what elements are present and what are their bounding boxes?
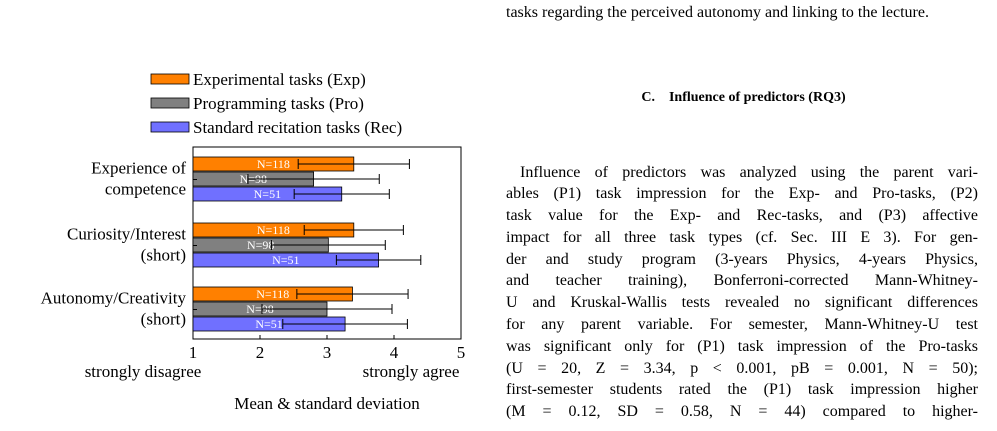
category-label: Experience of: [91, 159, 186, 178]
legend-entry: Programming tasks (Pro): [193, 94, 364, 113]
legend-entry: Standard recitation tasks (Rec): [193, 118, 402, 137]
paragraph-line: for any parent variable. For semester, M…: [506, 316, 978, 333]
paragraph-line: (M = 0.12, SD = 0.58, N = 44) compared t…: [506, 403, 978, 420]
bar-n-label: N=98: [246, 302, 273, 316]
legend-entry: Experimental tasks (Exp): [193, 70, 366, 89]
category-label: Curiosity/Interest: [67, 225, 186, 244]
legend-swatch: [150, 97, 190, 109]
bar-n-label: N=118: [256, 287, 289, 301]
category-label: competence: [105, 180, 186, 199]
x-tick-label: 4: [390, 343, 399, 362]
top-text-line: tasks regarding the perceived autonomy a…: [506, 4, 929, 21]
category-label: (short): [141, 246, 186, 265]
paragraph-line: U and Kruskal-Wallis tests revealed no s…: [506, 294, 978, 311]
bar-n-label: N=51: [272, 253, 299, 267]
bar-n-label: N=51: [255, 317, 282, 331]
x-tick-label: 2: [256, 343, 265, 362]
paragraph-line: ables (P1) task impression for the Exp- …: [506, 185, 978, 202]
section-heading: C. Influence of predictors (RQ3): [641, 90, 846, 105]
bar-n-label: N=98: [247, 238, 274, 252]
paragraph-line: impact for all three task types (cf. Sec…: [506, 229, 978, 246]
legend-swatch: [150, 73, 190, 85]
paragraph-line: was significant only for (P1) task impre…: [506, 338, 978, 355]
paragraph-line: and teacher training), Bonferroni-correc…: [506, 272, 978, 289]
bar-n-label: N=118: [257, 157, 290, 171]
x-axis-label: Mean & standard deviation: [234, 394, 420, 413]
x-tick-label: 1: [189, 343, 198, 362]
bar-n-label: N=51: [254, 187, 281, 201]
x-tick-label: 5: [457, 343, 466, 362]
category-label: (short): [141, 310, 186, 329]
paragraph-line: Influence of predictors was analyzed usi…: [520, 164, 978, 181]
bar-n-label: N=118: [257, 223, 290, 237]
x-tick-sublabel: strongly disagree: [85, 362, 202, 381]
chart: Experimental tasks (Exp) Programming task…: [41, 70, 466, 413]
legend-swatch: [150, 121, 190, 133]
paragraph-line: first-semester students rated the (P1) t…: [506, 381, 978, 398]
paragraph-line: der and study program (3-years Physics, …: [506, 251, 978, 268]
paragraph-line: task value for the Exp- and Rec-tasks, a…: [506, 207, 978, 224]
paragraph-line: (U = 20, Z = 3.34, p < 0.001, pB = 0.001…: [506, 360, 978, 377]
text-column: tasks regarding the perceived autonomy a…: [506, 0, 981, 426]
figure: Experimental tasks (Exp) Programming task…: [0, 0, 500, 426]
x-tick-sublabel: strongly agree: [363, 362, 460, 381]
x-tick-label: 3: [323, 343, 332, 362]
category-label: Autonomy/Creativity: [41, 289, 187, 308]
